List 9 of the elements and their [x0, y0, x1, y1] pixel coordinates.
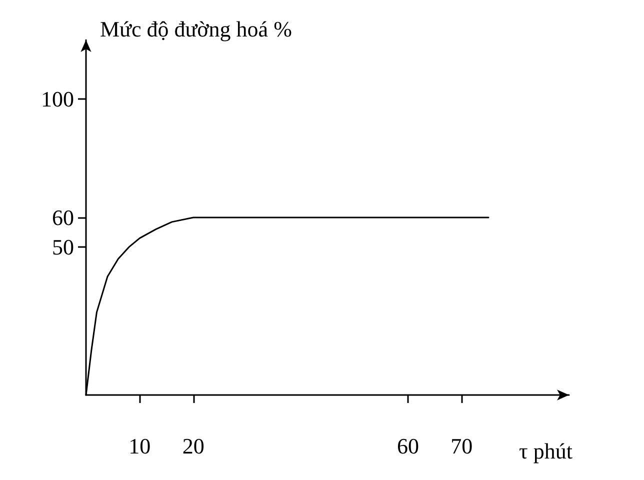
x-tick-label: 20 — [182, 434, 204, 458]
x-axis-title: τ phút — [519, 438, 572, 464]
y-tick-label: 60 — [52, 205, 74, 230]
x-tick-label: 60 — [397, 434, 419, 458]
y-tick-label: 100 — [41, 86, 74, 112]
y-tick-label: 50 — [52, 234, 74, 260]
x-tick-label: 10 — [128, 434, 151, 458]
y-axis-title: Mức độ đường hoá % — [100, 16, 292, 42]
x-tick-label: 70 — [450, 434, 473, 458]
